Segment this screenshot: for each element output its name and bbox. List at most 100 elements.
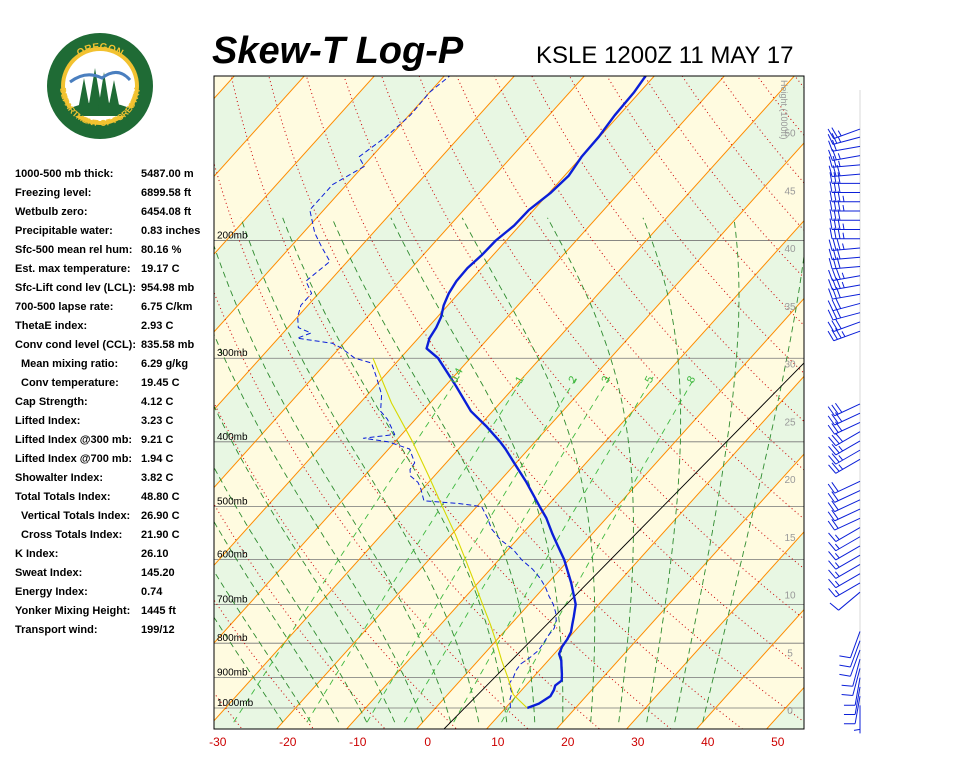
moist-adiabat-line: [461, 217, 596, 723]
index-label: Cross Totals Index:: [21, 529, 123, 541]
index-row: Transport wind: 199/12: [15, 624, 213, 643]
wind-barb: [829, 190, 860, 203]
index-row: K Index: 26.10: [15, 548, 213, 567]
index-label: Sfc-500 mean rel hum:: [15, 244, 133, 256]
index-row: Sfc-500 mean rel hum: 80.16 %: [15, 244, 213, 263]
dry-adiabat-line: [493, 76, 804, 471]
plot-area: [0, 71, 960, 734]
index-row: Energy Index: 0.74: [15, 586, 213, 605]
index-row: Showalter Index: 3.82 C: [15, 472, 213, 491]
isotherm-line: [415, 297, 804, 729]
wind-barb: [829, 172, 860, 184]
moist-adiabat-line: [282, 217, 508, 723]
dry-adiabat-line: [268, 76, 744, 729]
index-row: Cross Totals Index: 21.90 C: [15, 529, 213, 548]
wind-barb: [827, 517, 861, 531]
wind-barb: [839, 631, 861, 659]
index-label: Transport wind:: [15, 624, 98, 636]
wind-barb: [829, 591, 861, 611]
mixing-ratio-line: [366, 376, 578, 723]
isotherm-line: [214, 76, 235, 100]
index-value: 145.20: [141, 567, 175, 579]
moist-adiabat-line: [214, 520, 340, 723]
index-value: 6454.08 ft: [141, 206, 192, 218]
index-row: ThetaE index: 2.93 C: [15, 320, 213, 339]
index-label: Showalter Index:: [15, 472, 104, 484]
mixing-ratio-label: 1: [513, 374, 526, 385]
dry-adiabat-line: [305, 76, 804, 723]
index-row: Total Totals Index: 48.80 C: [15, 491, 213, 510]
isotherm-line: [214, 76, 375, 255]
index-value: 5487.00 m: [141, 168, 194, 180]
wind-barb: [828, 149, 861, 161]
wind-barb: [828, 287, 861, 300]
dry-adiabat-line: [381, 76, 804, 620]
index-label: Precipitable water:: [15, 225, 113, 237]
dry-adiabat-line: [831, 74, 960, 734]
wind-barb: [828, 458, 861, 474]
wind-barb: [829, 199, 860, 212]
wind-barb: [841, 668, 861, 696]
pressure-label: 1000mb: [217, 698, 254, 709]
index-value: 80.16 %: [141, 244, 182, 256]
moist-adiabat-line: [214, 244, 452, 723]
wind-barb: [828, 554, 861, 570]
moist-adiabat-line: [702, 252, 804, 723]
wind-barb: [843, 677, 861, 706]
height-tick-label: 50: [784, 129, 796, 140]
index-row: Mean mixing ratio: 6.29 g/kg: [15, 358, 213, 377]
index-label: Lifted Index @700 mb:: [15, 453, 133, 465]
moist-adiabat-line: [547, 217, 634, 723]
wind-barb: [829, 181, 860, 194]
wind-barb: [829, 209, 860, 221]
index-label: Lifted Index @300 mb:: [15, 434, 133, 446]
isotherm-line: [214, 76, 725, 644]
wind-barb: [829, 227, 860, 240]
isotherm-line: [555, 453, 804, 729]
mixing-ratio-line: [233, 376, 460, 723]
isotherm-line: [695, 608, 804, 729]
isotherm-line: [0, 71, 29, 734]
isotherm-line: [214, 76, 655, 566]
index-label: Wetbulb zero:: [15, 206, 88, 218]
index-label: 1000-500 mb thick:: [15, 168, 114, 180]
wind-barb: [828, 582, 861, 598]
wind-barb: [839, 649, 861, 677]
pressure-label: 900mb: [217, 667, 248, 678]
index-row: Sfc-Lift cond lev (LCL): 954.98 mb: [15, 282, 213, 301]
height-tick-label: 45: [784, 186, 796, 197]
index-value: 0.83 inches: [141, 225, 201, 237]
wind-barb: [828, 564, 861, 579]
wind-barb: [827, 298, 861, 312]
wind-barb: [828, 164, 861, 178]
index-value: 954.98 mb: [141, 282, 195, 294]
index-value: 9.21 C: [141, 434, 174, 446]
moist-adiabat-line: [214, 616, 284, 723]
dry-adiabat-line: [868, 74, 960, 734]
index-value: 19.17 C: [141, 263, 180, 275]
moist-adiabat-line: [214, 333, 424, 723]
wind-barb: [828, 238, 861, 251]
isotherm-line: [214, 76, 445, 333]
oregon-department-of-forestry-logo: OREGON DEPARTMENT OF FORESTRY: [47, 33, 153, 139]
index-row: Freezing level: 6899.58 ft: [15, 187, 213, 206]
index-label: Conv cond level (CCL):: [15, 339, 137, 351]
pressure-label: 300mb: [217, 348, 248, 359]
wind-barb: [843, 696, 861, 725]
mixing-ratio-label: 5: [643, 374, 656, 385]
wind-barb: [839, 640, 861, 668]
dry-adiabat-line: [794, 76, 804, 89]
station-time-label: KSLE 1200Z 11 MAY 17: [536, 42, 794, 69]
index-row: Lifted Index: 3.23 C: [15, 415, 213, 434]
index-value: 835.58 mb: [141, 339, 195, 351]
height-tick-label: 30: [784, 360, 796, 371]
index-label: Energy Index:: [15, 586, 88, 598]
index-label: Total Totals Index:: [15, 491, 111, 503]
height-tick-label: 10: [784, 591, 796, 602]
temperature-tick-label: 30: [631, 735, 645, 749]
wind-barb: [828, 268, 861, 282]
wind-barb: [827, 412, 861, 426]
temperature-tick-label: 0: [424, 735, 431, 749]
temperature-profile: [425, 76, 648, 710]
temperature-tick-label: 20: [561, 735, 575, 749]
